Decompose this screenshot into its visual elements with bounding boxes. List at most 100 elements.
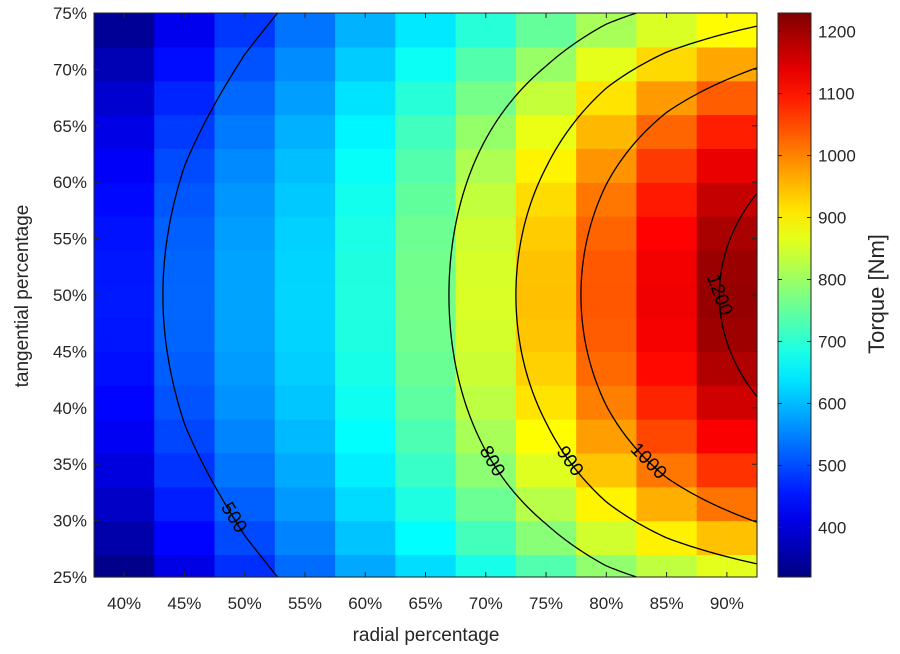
heatmap-cell bbox=[94, 46, 155, 82]
colorbar-ticks: 400 500 600 700 800 900 1000 1100 1200 bbox=[778, 23, 856, 537]
y-tick-label: 75% bbox=[53, 4, 87, 23]
heatmap-cell bbox=[395, 351, 457, 386]
heatmap-cell bbox=[696, 520, 758, 556]
x-tick-label: 40% bbox=[107, 594, 141, 613]
heatmap-cell bbox=[274, 114, 336, 149]
heatmap-cell bbox=[515, 46, 577, 82]
colorbar-tick-label: 1100 bbox=[818, 85, 855, 104]
heatmap-cell bbox=[636, 283, 698, 319]
heatmap-cell bbox=[576, 452, 638, 488]
heatmap-cell bbox=[395, 249, 457, 285]
heatmap-cell bbox=[274, 249, 336, 285]
heatmap-cell bbox=[94, 554, 155, 578]
heatmap-cell bbox=[455, 419, 517, 454]
contour-line-900 bbox=[515, 25, 757, 565]
heatmap-cell bbox=[335, 46, 396, 82]
heatmap-cell bbox=[274, 452, 336, 488]
heatmap-cell bbox=[576, 351, 638, 386]
heatmap-cell bbox=[335, 283, 396, 319]
y-axis-ticks: 25% 30% 35% 40% 45% 50% 55% 60% 65% 70% 75% bbox=[53, 4, 757, 587]
heatmap-cell bbox=[335, 385, 396, 420]
heatmap-cell bbox=[335, 249, 396, 285]
heatmap-cell bbox=[335, 452, 396, 488]
x-tick-label: 90% bbox=[710, 594, 744, 613]
colorbar-tick-label: 400 bbox=[818, 518, 846, 537]
heatmap-cell bbox=[274, 554, 336, 578]
heatmap-cell bbox=[214, 351, 276, 386]
heatmap-cell bbox=[154, 182, 216, 217]
heatmap-cell bbox=[395, 419, 457, 454]
heatmap-cell bbox=[154, 554, 216, 578]
heatmap-cell bbox=[395, 283, 457, 319]
y-tick-label: 35% bbox=[53, 455, 87, 474]
heatmap-cell bbox=[455, 486, 517, 522]
heatmap-cell bbox=[214, 283, 276, 319]
y-tick-label: 50% bbox=[53, 286, 87, 305]
heatmap-cell bbox=[335, 554, 396, 578]
heatmap-cell bbox=[636, 13, 698, 48]
heatmap-cell bbox=[455, 317, 517, 352]
colorbar-gradient bbox=[778, 13, 811, 577]
heatmap-cell bbox=[214, 554, 276, 578]
heatmap-cell bbox=[214, 452, 276, 488]
heatmap-cell bbox=[636, 554, 698, 578]
y-tick-label: 70% bbox=[53, 60, 87, 79]
heatmap-cell bbox=[274, 80, 336, 116]
colorbar-tick-label: 500 bbox=[818, 456, 846, 475]
heatmap-cell bbox=[696, 419, 758, 454]
heatmap-cell bbox=[576, 13, 638, 48]
heatmap-cell bbox=[455, 80, 517, 116]
heatmap-cell bbox=[395, 317, 457, 352]
contour-line-800 bbox=[448, 13, 637, 577]
heatmap-cell bbox=[696, 46, 758, 82]
heatmap-cell bbox=[696, 148, 758, 183]
x-axis-label: radial percentage bbox=[353, 625, 500, 646]
heatmap-cell bbox=[696, 182, 758, 217]
y-tick-label: 45% bbox=[53, 342, 87, 361]
heatmap-cell bbox=[94, 351, 155, 386]
y-tick-label: 60% bbox=[53, 173, 87, 192]
heatmap-cell bbox=[576, 114, 638, 149]
heatmap-cell bbox=[576, 385, 638, 420]
heatmap-cell bbox=[576, 520, 638, 556]
heatmap-cell bbox=[94, 182, 155, 217]
heatmap-cell bbox=[214, 249, 276, 285]
x-tick-label: 85% bbox=[650, 594, 684, 613]
heatmap-cell bbox=[636, 114, 698, 149]
heatmap-cell bbox=[515, 283, 577, 319]
heatmap-cell bbox=[395, 13, 457, 48]
heatmap-cell bbox=[455, 216, 517, 251]
heatmap-cell bbox=[696, 317, 758, 352]
heatmap-cell bbox=[636, 182, 698, 217]
heatmap-cell bbox=[576, 419, 638, 454]
heatmap-cell bbox=[154, 283, 216, 319]
heatmap-cell bbox=[576, 486, 638, 522]
heatmap-cell bbox=[274, 317, 336, 352]
y-tick-label: 55% bbox=[53, 230, 87, 249]
colorbar-tick-label: 1000 bbox=[818, 147, 856, 166]
heatmap-cell bbox=[214, 216, 276, 251]
heatmap-cell bbox=[395, 148, 457, 183]
heatmap-cell bbox=[696, 80, 758, 116]
heatmap-cell bbox=[335, 486, 396, 522]
heatmap-cell bbox=[395, 216, 457, 251]
heatmap-cell bbox=[515, 182, 577, 217]
heatmap-cell bbox=[154, 13, 216, 48]
heatmap-cell bbox=[455, 249, 517, 285]
heatmap-cell bbox=[94, 148, 155, 183]
heatmap-cell bbox=[395, 114, 457, 149]
heatmap-cell bbox=[515, 317, 577, 352]
x-tick-label: 75% bbox=[529, 594, 563, 613]
heatmap-cell bbox=[274, 419, 336, 454]
heatmap-cell bbox=[335, 317, 396, 352]
heatmap-cell bbox=[274, 148, 336, 183]
colorbar-tick-label: 1200 bbox=[818, 23, 856, 42]
heatmap-cell bbox=[94, 419, 155, 454]
colorbar-tick-label: 900 bbox=[818, 209, 846, 228]
y-tick-label: 65% bbox=[53, 117, 87, 136]
x-tick-label: 70% bbox=[469, 594, 503, 613]
heatmap-cells bbox=[94, 13, 758, 578]
heatmap-cell bbox=[636, 216, 698, 251]
contour-line-1200 bbox=[718, 192, 757, 398]
colorbar-tick-label: 700 bbox=[818, 332, 846, 351]
